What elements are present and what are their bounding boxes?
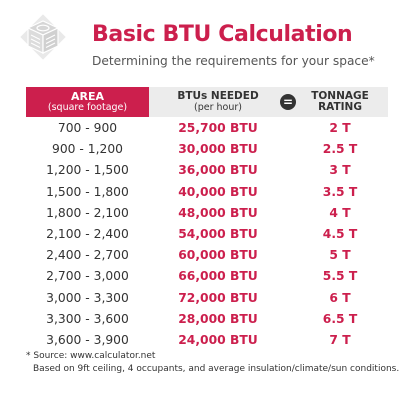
btu-cell: 54,000 BTU xyxy=(178,226,258,241)
area-cell: 3,000 - 3,300 xyxy=(46,290,129,305)
table-row: 1,800 - 2,100 48,000 BTU 4 T xyxy=(26,203,388,224)
table-row: 700 - 900 25,700 BTU 2 T xyxy=(26,118,388,139)
area-cell: 700 - 900 xyxy=(57,121,118,135)
tonnage-column-header: TONNAGE RATING xyxy=(298,87,382,117)
table-header: AREA (square footage) BTUs NEEDED (per h… xyxy=(26,87,388,117)
tonnage-cell: 4 T xyxy=(329,205,351,220)
table-row: 3,000 - 3,300 72,000 BTU 6 T xyxy=(26,288,388,309)
btu-cell: 66,000 BTU xyxy=(178,269,258,284)
header-background xyxy=(149,87,388,117)
table-row: 1,500 - 1,800 40,000 BTU 3.5 T xyxy=(26,182,388,203)
btu-cell: 40,000 BTU xyxy=(178,184,258,199)
area-cell: 2,100 - 2,400 xyxy=(46,226,129,241)
btu-cell: 36,000 BTU xyxy=(178,163,258,178)
area-cell: 3,300 - 3,600 xyxy=(46,311,129,326)
tonnage-cell: 7 T xyxy=(329,332,351,347)
btu-cell: 60,000 BTU xyxy=(178,248,258,263)
tonnage-cell: 3.5 T xyxy=(322,184,358,199)
tonnage-cell: 3 T xyxy=(329,163,351,178)
area-cell: 1,200 - 1,500 xyxy=(46,163,129,178)
tonnage-cell: 5 T xyxy=(329,248,351,263)
area-cell: 3,600 - 3,900 xyxy=(46,332,129,347)
tonnage-cell: 6.5 T xyxy=(322,311,358,326)
table-row: 3,600 - 3,900 24,000 BTU 7 T xyxy=(26,330,388,351)
area-cell: 900 - 1,200 xyxy=(52,142,123,157)
area-cell: 1,800 - 2,100 xyxy=(46,205,129,220)
equals-icon: = xyxy=(280,94,296,110)
table-row: 2,400 - 2,700 60,000 BTU 5 T xyxy=(26,245,388,266)
tonnage-cell: 2.5 T xyxy=(322,142,358,157)
btu-header-sublabel: (per hour) xyxy=(194,101,242,113)
tonnage-cell: 6 T xyxy=(329,290,351,305)
assumptions-footnote: Based on 9ft ceiling, 4 occupants, and a… xyxy=(33,364,400,374)
btu-cell: 30,000 BTU xyxy=(178,142,258,157)
tonnage-cell: 4.5 T xyxy=(322,226,358,241)
area-header-sublabel: (square footage) xyxy=(47,101,128,113)
table-row: 1,200 - 1,500 36,000 BTU 3 T xyxy=(26,160,388,181)
btu-cell: 28,000 BTU xyxy=(178,311,258,326)
area-column-header: AREA (square footage) xyxy=(26,87,149,117)
area-header-label: AREA xyxy=(70,89,104,103)
table-row: 900 - 1,200 30,000 BTU 2.5 T xyxy=(26,139,388,160)
table-body: 700 - 900 25,700 BTU 2 T 900 - 1,200 30,… xyxy=(26,118,388,351)
table-row: 3,300 - 3,600 28,000 BTU 6.5 T xyxy=(26,309,388,330)
table-row: 2,700 - 3,000 66,000 BTU 5.5 T xyxy=(26,266,388,287)
air-conditioner-icon xyxy=(20,14,66,60)
page-subtitle: Determining the requirements for your sp… xyxy=(92,54,375,68)
btu-cell: 24,000 BTU xyxy=(178,332,258,347)
source-footnote: * Source: www.calculator.net xyxy=(26,351,156,361)
btu-cell: 48,000 BTU xyxy=(178,205,258,220)
tonnage-header-label: TONNAGE xyxy=(311,89,369,102)
tonnage-cell: 5.5 T xyxy=(322,269,358,284)
tonnage-cell: 2 T xyxy=(329,121,351,135)
area-cell: 1,500 - 1,800 xyxy=(46,184,129,199)
btu-header-label: BTUs NEEDED xyxy=(177,90,259,103)
btu-cell: 25,700 BTU xyxy=(178,121,258,135)
tonnage-header-label-2: RATING xyxy=(318,101,362,113)
page-title: Basic BTU Calculation xyxy=(92,22,353,47)
area-cell: 2,700 - 3,000 xyxy=(46,269,129,284)
area-cell: 2,400 - 2,700 xyxy=(46,248,129,263)
table-row: 2,100 - 2,400 54,000 BTU 4.5 T xyxy=(26,224,388,245)
btu-column-header: BTUs NEEDED (per hour) xyxy=(154,87,282,117)
btu-cell: 72,000 BTU xyxy=(178,290,258,305)
